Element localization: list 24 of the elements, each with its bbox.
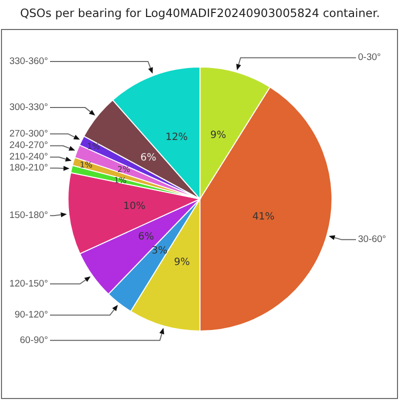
data-label: 1% — [87, 142, 100, 151]
slice-label: 150-180° — [9, 210, 48, 222]
data-label: 1% — [80, 160, 93, 170]
data-label: 12% — [166, 132, 188, 143]
slice-label: 90-120° — [14, 310, 48, 321]
data-label: 9% — [174, 256, 190, 268]
slice-label: 0-30° — [358, 52, 382, 64]
data-label: 3% — [152, 246, 168, 257]
slice-label: 270-300° — [9, 128, 48, 140]
slice-label: 240-270° — [9, 140, 48, 152]
slice-label: 120-150° — [9, 278, 48, 290]
chart-title: QSOs per bearing for Log40MADIF20240903005824 container. — [19, 6, 381, 20]
data-label: 41% — [252, 212, 275, 223]
slice-label: 300-330° — [9, 102, 48, 113]
slice-label: 330-360° — [9, 56, 48, 67]
data-label: 2% — [117, 164, 130, 174]
data-label: 9% — [210, 130, 226, 142]
data-label: 6% — [138, 232, 154, 243]
data-label: 6% — [140, 152, 156, 164]
slice-label: 180-210° — [9, 162, 48, 174]
slice-label: 60-90° — [20, 334, 48, 346]
data-label: 10% — [123, 200, 146, 212]
slice-label: 210-240° — [9, 152, 48, 163]
slice-label: 30-60° — [358, 234, 386, 246]
